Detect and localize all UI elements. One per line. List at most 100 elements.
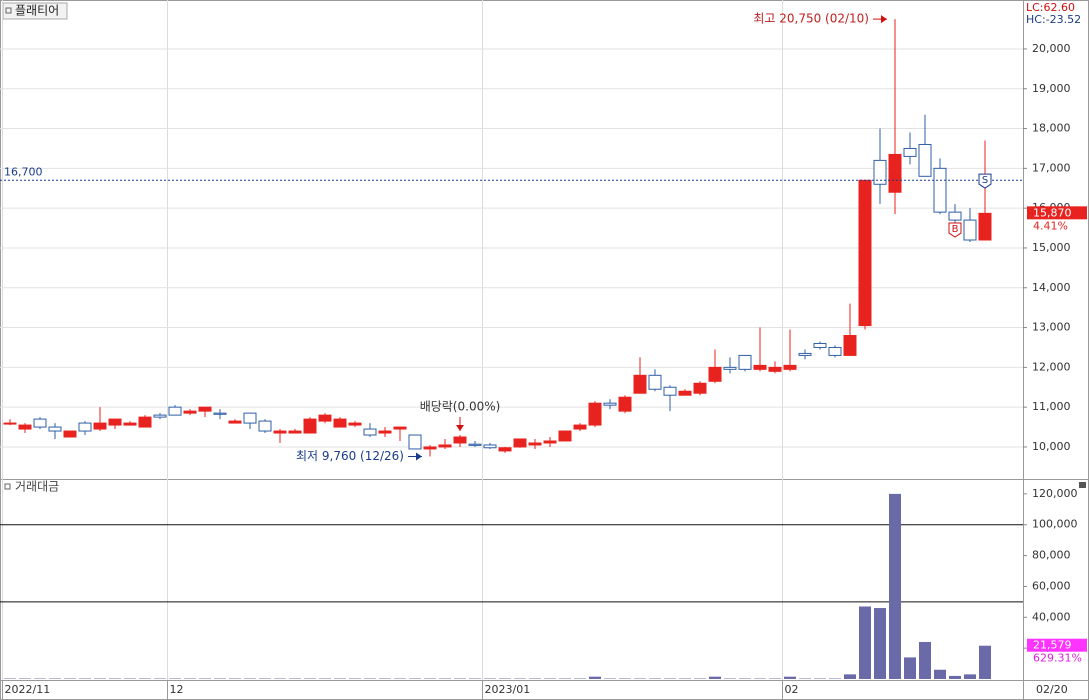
candle-body [363, 428, 377, 436]
candle-body [573, 424, 587, 430]
x-tick-label: 12 [170, 683, 184, 696]
candle-body [948, 211, 962, 221]
candle-body [378, 430, 392, 434]
reference-label: 16,700 [4, 165, 43, 178]
volume-bar [784, 676, 796, 679]
candle-body [273, 430, 287, 434]
candle-body [963, 219, 977, 241]
candle-body [528, 442, 542, 446]
candle-body [603, 402, 617, 406]
candle-body [108, 418, 122, 426]
candle-body [828, 346, 842, 356]
candle-body [258, 420, 272, 432]
last-value-label: 15,870 [1033, 206, 1072, 219]
candle-body [138, 416, 152, 428]
candle-body [648, 374, 662, 390]
y-tick-label: 14,000 [1032, 281, 1071, 294]
y-tick-label: 10,000 [1032, 440, 1071, 453]
y-tick-label: 40,000 [1032, 610, 1071, 623]
candle-body [423, 446, 437, 450]
candle-body [753, 364, 767, 370]
annotation: 배당락(0.00%) [420, 400, 501, 414]
y-tick-label: 19,000 [1032, 82, 1071, 95]
candle-body [588, 402, 602, 426]
candle-body [723, 366, 737, 370]
volume-title: 거래대금 [15, 480, 59, 494]
candle-body [438, 444, 452, 448]
candle-body [468, 443, 482, 446]
y-tick-label: 12,000 [1032, 360, 1071, 373]
volume-bar [979, 645, 991, 679]
candle-body [288, 430, 302, 434]
candle-body [153, 414, 167, 418]
candle-body [978, 212, 992, 241]
volume-bar [964, 674, 976, 679]
candle-body [693, 382, 707, 394]
annotation: 최고 20,750 (02/10) [753, 12, 869, 26]
volume-bar [904, 657, 916, 679]
indicator: LC:62.60 [1026, 1, 1075, 14]
candle-body [738, 354, 752, 370]
annotation-arrowhead [416, 452, 422, 461]
candle-body [543, 440, 557, 444]
title-icon [5, 7, 12, 14]
volume-bar [949, 675, 961, 679]
candle-body [33, 418, 47, 428]
last-change: 4.41% [1033, 219, 1068, 232]
candle-body [333, 418, 347, 428]
y-tick-label: 13,000 [1032, 321, 1071, 334]
candle-body [243, 412, 257, 424]
x-tick-label: 2023/01 [485, 683, 531, 696]
indicator: HC:-23.52 [1026, 13, 1081, 26]
last-value-box [1027, 206, 1087, 220]
y-tick-label: 18,000 [1032, 122, 1071, 135]
last-change: 629.31% [1033, 652, 1082, 665]
last-value-label: 21,579 [1033, 639, 1072, 652]
candle-body [78, 422, 92, 432]
candle-body [348, 422, 362, 426]
end-date-label: 02/20 [1036, 683, 1068, 696]
candle-body [813, 342, 827, 348]
y-tick-label: 120,000 [1032, 487, 1078, 500]
candle-body [303, 418, 317, 434]
candle-body [48, 426, 62, 432]
volume-bar [934, 669, 946, 679]
candle-body [768, 366, 782, 372]
candle-body [918, 143, 932, 177]
candle-body [708, 366, 722, 382]
candle-body [618, 396, 632, 412]
candle-body [858, 179, 872, 327]
candle-body [678, 390, 692, 396]
candle-body [498, 447, 512, 452]
candle-body [408, 434, 422, 450]
volume-bar [919, 641, 931, 679]
volume-bar [874, 608, 886, 679]
candle-body [63, 430, 77, 438]
candle-body [843, 335, 857, 356]
candle-body [783, 364, 797, 370]
candle-body [453, 436, 467, 444]
x-tick-label: 2022/11 [5, 683, 51, 696]
panel-button[interactable] [1079, 482, 1086, 488]
volume-bar [709, 676, 721, 679]
signal-label: B [952, 224, 959, 235]
last-value-box [1027, 638, 1087, 652]
candle-body [123, 422, 137, 426]
candle-body [393, 426, 407, 430]
candle-body [3, 422, 17, 425]
annotation: 최저 9,760 (12/26) [296, 449, 404, 463]
y-tick-label: 100,000 [1032, 518, 1078, 531]
candle-body [198, 406, 212, 412]
candle-body [633, 374, 647, 394]
candle-body [558, 430, 572, 442]
x-tick-label: 02 [785, 683, 799, 696]
candle-body [93, 422, 107, 430]
y-tick-label: 17,000 [1032, 161, 1071, 174]
volume-bar [589, 676, 601, 679]
volume-title-icon [4, 483, 11, 490]
y-tick-label: 15,000 [1032, 241, 1071, 254]
candle-body [888, 153, 902, 193]
y-tick-label: 60,000 [1032, 579, 1071, 592]
